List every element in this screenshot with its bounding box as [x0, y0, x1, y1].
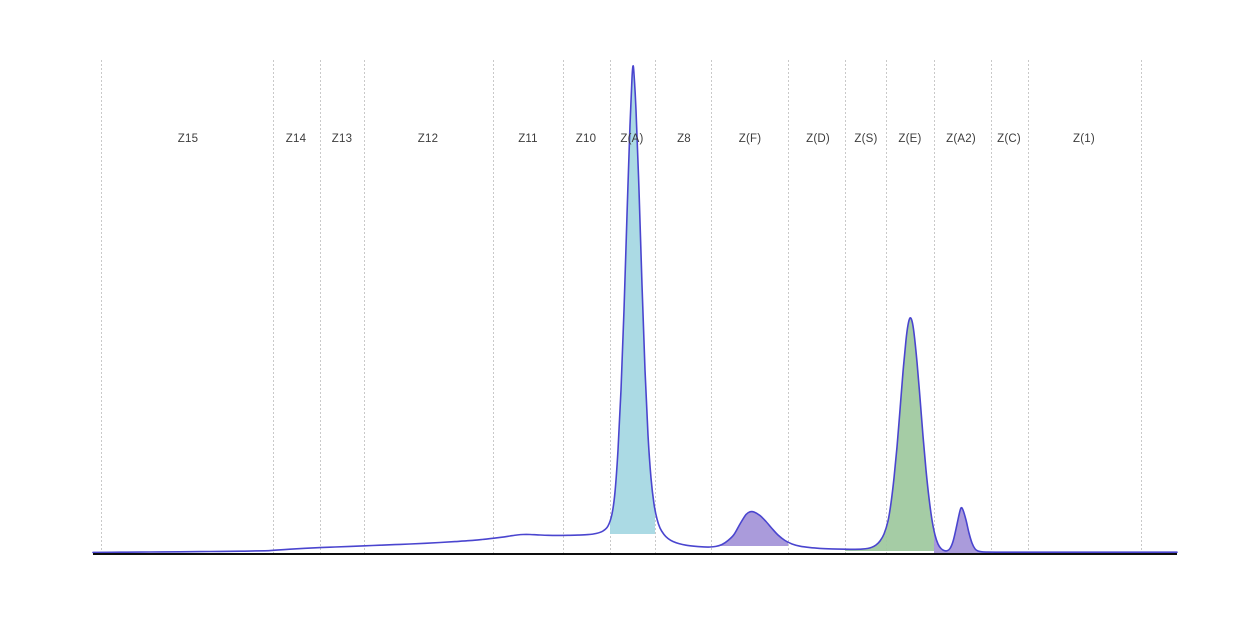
integration-fill-za2	[934, 508, 991, 553]
region-label-z10: Z10	[575, 133, 597, 145]
region-label-ze: Z(E)	[898, 133, 922, 145]
region-label-z11: Z11	[518, 133, 538, 145]
region-label-zs: Z(S)	[854, 133, 878, 145]
integration-fill-za	[610, 68, 655, 534]
region-label-zf: Z(F)	[738, 133, 762, 145]
region-label-z15: Z15	[177, 133, 199, 145]
region-label-zd: Z(D)	[806, 133, 830, 145]
spectrum-trace	[92, 65, 1178, 554]
region-label-zc: Z(C)	[997, 133, 1021, 145]
region-label-z1: Z(1)	[1073, 133, 1095, 145]
integration-fill-ze	[845, 318, 934, 551]
integration-fills	[610, 68, 991, 553]
region-label-za: Z(A)	[620, 133, 644, 145]
region-label-za2: Z(A2)	[946, 133, 976, 145]
region-label-z14: Z14	[285, 133, 307, 145]
region-label-z8: Z8	[677, 133, 691, 145]
spectrum-trace-line	[92, 65, 1178, 554]
region-label-z13: Z13	[331, 133, 353, 145]
integration-fill-zf	[711, 511, 788, 546]
region-label-z12: Z12	[417, 133, 439, 145]
